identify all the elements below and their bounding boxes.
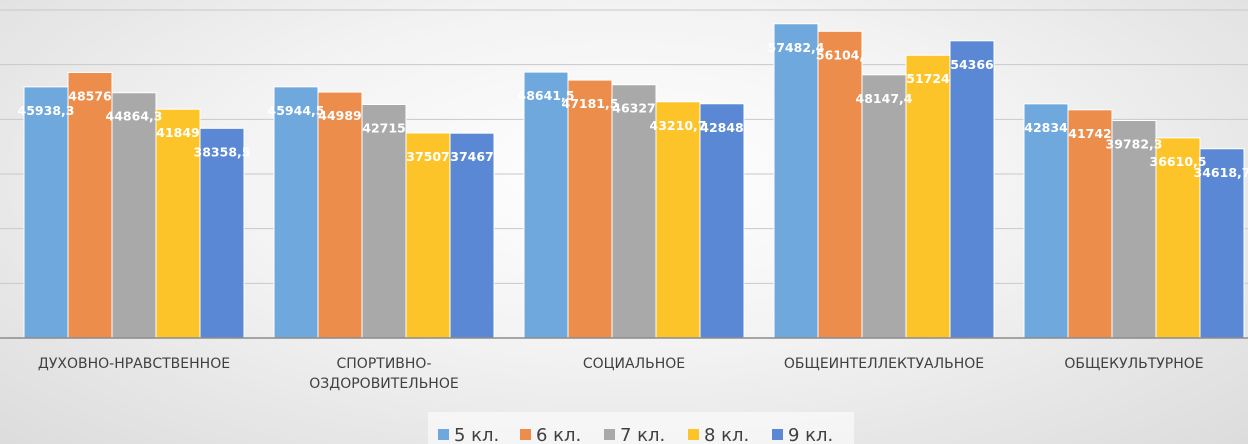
legend: 5 кл. 6 кл. 7 кл. 8 кл. 9 кл.: [428, 412, 854, 444]
category-label: СПОРТИВНО-: [337, 356, 432, 372]
data-label: 45944,5: [268, 103, 325, 118]
data-label: 56104,: [816, 47, 864, 62]
bar: [199, 127, 245, 339]
bar: [655, 101, 701, 339]
legend-swatch: [772, 429, 783, 440]
legend-label: 6 кл.: [536, 425, 581, 444]
legend-label: 9 кл.: [788, 425, 833, 444]
bar: [523, 71, 569, 339]
category-labels: ДУХОВНО-НРАВСТВЕННОЕ СПОРТИВНО- ОЗДОРОВИТЕ…: [38, 356, 1204, 392]
bar: [23, 86, 69, 339]
legend-swatch: [520, 429, 531, 440]
bar: [861, 74, 907, 339]
data-label: 42715: [362, 120, 406, 135]
category-label: ДУХОВНО-НРАВСТВЕННОЕ: [38, 356, 230, 372]
bar: [449, 132, 495, 339]
legend-label: 8 кл.: [704, 425, 749, 444]
bar: [1111, 120, 1157, 339]
legend-label: 5 кл.: [454, 425, 499, 444]
data-label: 42848: [700, 120, 744, 135]
data-label: 54366: [950, 57, 994, 72]
data-label: 36610,5: [1150, 154, 1207, 169]
bar: [405, 132, 451, 339]
legend-swatch: [438, 429, 449, 440]
data-label: 39782,3: [1106, 137, 1163, 152]
bar: [155, 108, 201, 339]
bar: [1023, 103, 1069, 339]
data-label: 37467: [450, 149, 494, 164]
data-label: 42834: [1024, 120, 1068, 135]
bar: [699, 103, 745, 339]
data-label: 38358,5: [194, 144, 251, 159]
legend-swatch: [604, 429, 615, 440]
category-label: ОБЩЕКУЛЬТУРНОЕ: [1064, 356, 1203, 372]
bar: [773, 23, 819, 339]
bar: [317, 91, 363, 339]
data-label: 45938,3: [18, 103, 75, 118]
category-label: ОЗДОРОВИТЕЛЬНОЕ: [309, 376, 458, 392]
data-label: 47181,5: [562, 96, 619, 111]
data-label: 41849: [156, 125, 200, 140]
category-label: ОБЩЕИНТЕЛЛЕКТУАЛЬНОЕ: [784, 356, 984, 372]
data-labels: 45938,3 45944,5 48641,5 57482,4 42834 48576 44…: [18, 40, 1248, 180]
data-label: 44989: [318, 108, 362, 123]
bar: [111, 92, 157, 339]
data-label: 34618,7: [1194, 165, 1248, 180]
bar: [361, 103, 407, 339]
data-label: 44864,3: [106, 109, 163, 124]
bar: [1155, 137, 1201, 339]
bar: [905, 54, 951, 339]
data-label: 48576: [68, 88, 112, 103]
data-label: 41742: [1068, 126, 1112, 141]
data-label: 48147,4: [856, 91, 913, 106]
legend-label: 7 кл.: [620, 425, 665, 444]
bar: [567, 79, 613, 339]
data-label: 48641,5: [518, 88, 575, 103]
data-label: 43210,7: [650, 118, 707, 133]
category-label: СОЦИАЛЬНОЕ: [583, 356, 685, 372]
legend-swatch: [688, 429, 699, 440]
bars: [23, 23, 1245, 339]
data-label: 37507: [406, 149, 450, 164]
bar: [949, 40, 995, 339]
data-label: 51724: [906, 71, 950, 86]
data-label: 57482,4: [768, 40, 825, 55]
bar: [273, 86, 319, 339]
bar: [817, 30, 863, 339]
data-label: 46327: [612, 101, 656, 116]
